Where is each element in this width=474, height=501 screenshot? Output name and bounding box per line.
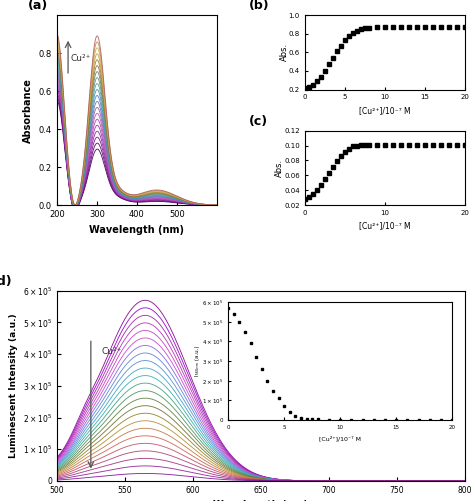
Y-axis label: Absorbance: Absorbance bbox=[23, 78, 33, 143]
X-axis label: [Cu²⁺]/10⁻⁷ M: [Cu²⁺]/10⁻⁷ M bbox=[359, 221, 410, 230]
Text: (c): (c) bbox=[249, 115, 268, 128]
Text: (d): (d) bbox=[0, 275, 12, 288]
X-axis label: Wavelength (nm): Wavelength (nm) bbox=[213, 500, 308, 501]
X-axis label: Wavelength (nm): Wavelength (nm) bbox=[89, 224, 184, 234]
Text: Cu²⁺: Cu²⁺ bbox=[70, 54, 91, 63]
Text: (b): (b) bbox=[249, 0, 269, 12]
Y-axis label: Luminescent Intensity (a.u.): Luminescent Intensity (a.u.) bbox=[9, 314, 18, 458]
Y-axis label: Abs.: Abs. bbox=[280, 43, 289, 62]
Text: (a): (a) bbox=[28, 0, 48, 13]
Text: Cu²⁺: Cu²⁺ bbox=[102, 347, 122, 356]
Y-axis label: Abs.: Abs. bbox=[275, 159, 284, 177]
X-axis label: [Cu²⁺]/10⁻⁷ M: [Cu²⁺]/10⁻⁷ M bbox=[359, 106, 410, 115]
